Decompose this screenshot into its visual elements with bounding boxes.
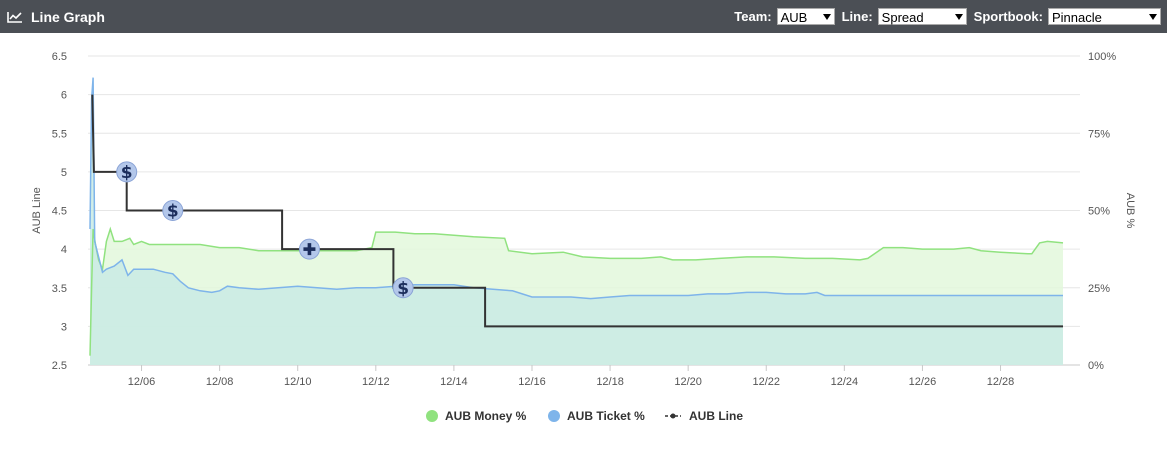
line-change-marker: $ [162,200,184,222]
left-tick-label: 3 [61,321,67,333]
line-chart-icon [7,11,23,23]
x-tick-label: 12/12 [362,376,390,388]
series-line [89,226,1064,356]
left-axis-ticks: 2.5 3 3.5 4 4.5 5 5.5 6 6.5 [52,51,67,372]
left-tick-label: 6 [61,90,67,102]
right-tick-label: 75% [1088,128,1110,140]
chevron-down-icon [954,14,963,20]
left-tick-label: 4.5 [52,206,67,218]
x-tick-label: 12/28 [987,376,1015,388]
dollar-icon: $ [121,163,133,183]
area-series [90,77,1063,365]
chart-title-group: Line Graph [7,0,105,33]
left-tick-label: 5.5 [52,128,67,140]
right-tick-label: 100% [1088,51,1116,63]
dollar-icon: $ [167,202,179,222]
marker-circle [116,161,138,183]
series-line [91,94,1063,328]
line-chart: $$$ 2.533.544.555.566.5 0%25%50%75%100% … [31,51,1136,423]
legend-item: AUB Ticket % [548,409,645,423]
team-label: Team: [734,9,772,24]
right-tick-label: 25% [1088,283,1110,295]
legend-item: AUB Line [665,409,743,423]
line-change-marker: $ [392,277,414,299]
x-tick-label: 12/06 [128,376,156,388]
left-tick-label: 5 [61,167,67,179]
plus-icon [307,243,312,256]
team-select[interactable]: AUB [776,8,835,25]
team-select-value: AUB [780,10,808,25]
x-axis-ticks: 12/06 12/08 12/10 12/12 12/14 12/16 12/18 12/20… [128,365,1015,388]
right-axis-ticks: 0% 25% 50% 75% 100% [1088,51,1116,372]
line-select-value: Spread [881,10,924,25]
line-label: Line: [841,9,873,24]
chart-controls: Team: AUB Line: Spread Sportbook: Pinnac… [732,0,1161,33]
right-axis-title: AUB % [1124,193,1136,229]
dollar-icon: $ [397,279,409,299]
x-tick-label: 12/18 [596,376,624,388]
left-axis-title: AUB Line [31,187,43,233]
left-tick-label: 3.5 [52,283,67,295]
right-tick-label: 50% [1088,206,1110,218]
chevron-down-icon [1149,14,1157,20]
marker-circle [162,200,184,221]
legend-label: AUB Money % [445,409,527,423]
legend-swatch-dot [670,413,676,419]
sportbook-label: Sportbook: [973,9,1043,24]
area-fill [90,77,1063,365]
line-select[interactable]: Spread [877,8,967,25]
line-markers: $ $ $ [116,161,414,299]
legend-label: AUB Line [689,409,743,423]
x-tick-label: 12/16 [518,376,546,388]
line-change-marker: $ [116,161,138,183]
right-tick-label: 0% [1088,360,1104,372]
chart-legend: AUB Money % AUB Ticket % AUB Line [426,409,743,423]
legend-item: AUB Money % [426,409,527,423]
line-change-marker [298,238,320,260]
legend-label: AUB Ticket % [567,409,645,423]
left-tick-label: 4 [61,244,67,256]
marker-circle [392,277,414,299]
x-tick-label: 12/20 [674,376,702,388]
sportbook-select-value: Pinnacle [1052,10,1102,25]
x-tick-label: 12/08 [206,376,234,388]
left-tick-label: 2.5 [52,360,67,372]
x-tick-label: 12/26 [909,376,937,388]
legend-swatch [426,410,438,422]
legend-swatch [548,410,560,422]
x-tick-label: 12/22 [752,376,780,388]
chevron-down-icon [822,14,831,20]
x-tick-label: 12/14 [440,376,468,388]
chart-title: Line Graph [31,8,105,25]
chart-header: Line Graph Team: AUB Line: Spread Sportb… [0,0,1167,33]
x-tick-label: 12/10 [284,376,312,388]
x-tick-label: 12/24 [831,376,859,388]
left-tick-label: 6.5 [52,51,67,63]
sportbook-select[interactable]: Pinnacle [1048,8,1161,25]
